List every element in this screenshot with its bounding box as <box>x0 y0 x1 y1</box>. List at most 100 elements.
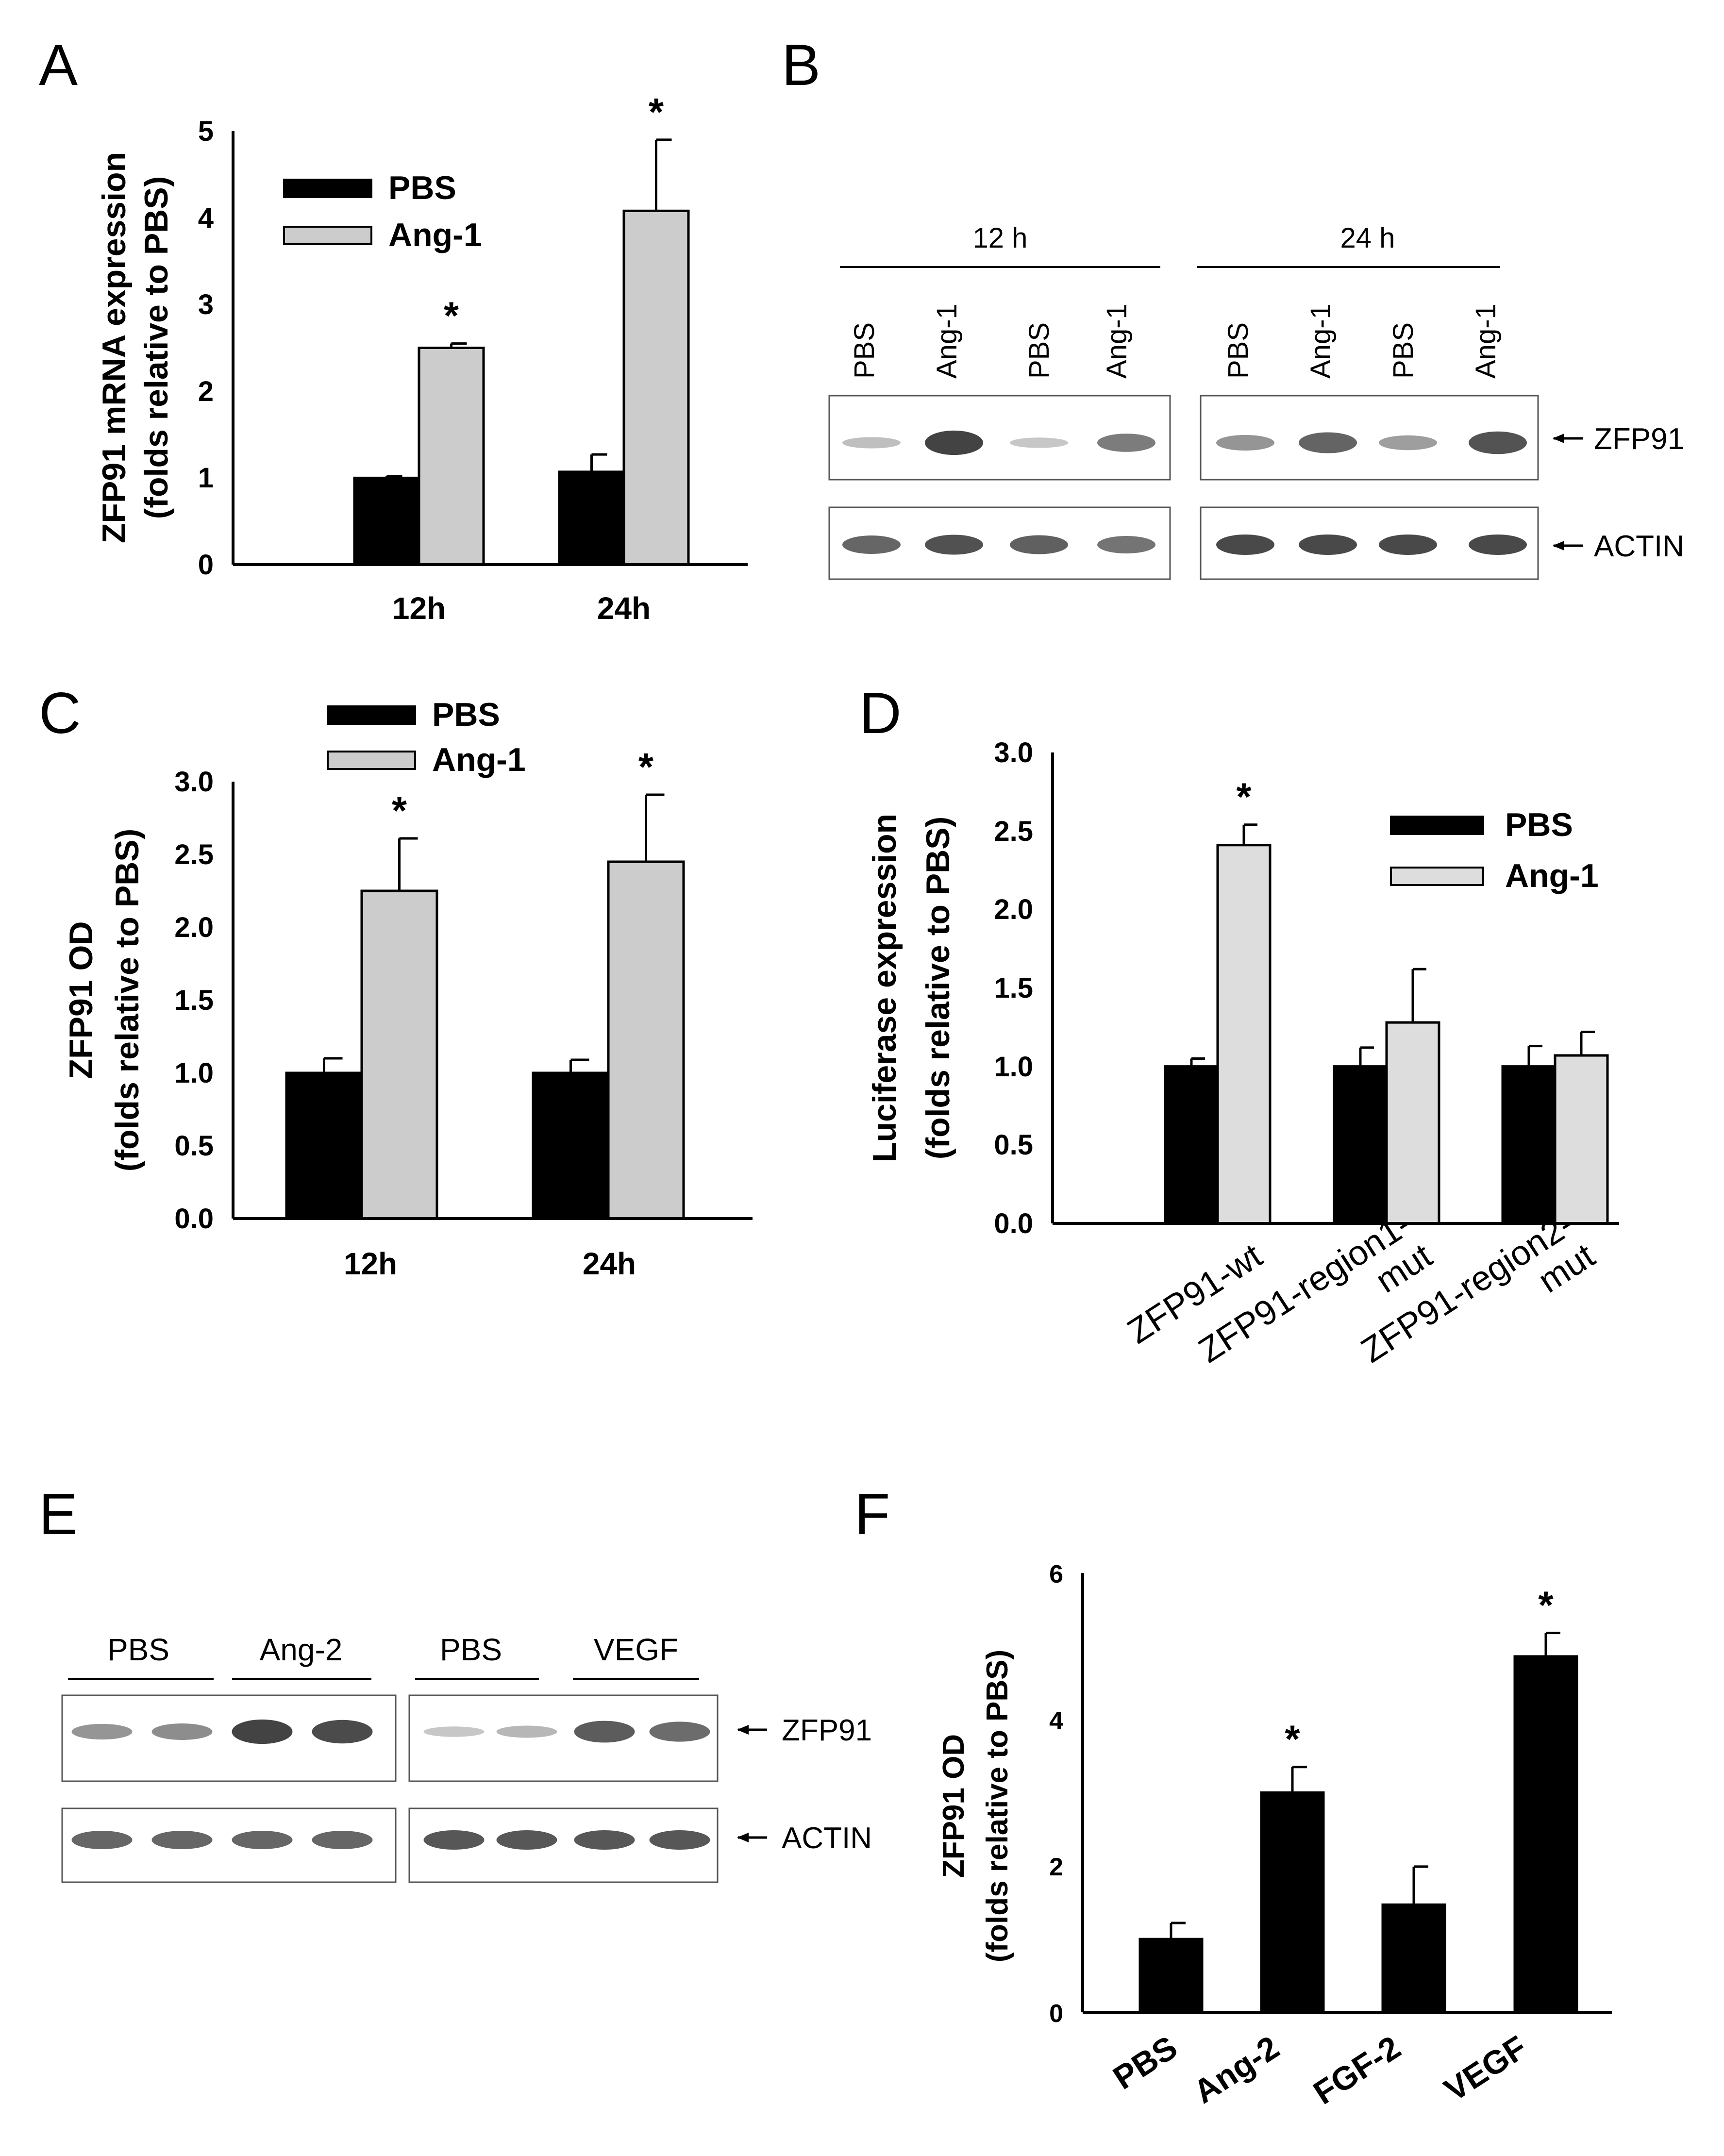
chart-c-bar-1-0 <box>360 889 438 1220</box>
chart-d-bar-0-2 <box>1501 1065 1557 1225</box>
blot-e: PBS Ang-2 PBS VEGF ZFP91 ACTIN <box>61 1632 872 1883</box>
blot-b-zfp91-band-6 <box>1299 432 1357 453</box>
chart-a-bar-0-1 <box>558 470 625 566</box>
chart-d-ylabel: Luciferase expression <box>866 814 903 1162</box>
chart-a-significance-1-0: * <box>444 294 459 337</box>
blot-b-zfp91-band-3 <box>1010 437 1068 448</box>
chart-a-significance-1-1: * <box>649 90 664 134</box>
blot-b-lane-3: PBS <box>1023 322 1055 379</box>
chart-c-significance-1-0: * <box>392 789 407 832</box>
legend-c-pbs-swatch <box>327 705 416 725</box>
chart-f-y-ticks: 0 2 4 6 <box>1049 1560 1063 2028</box>
legend-a-ang1-label: Ang-1 <box>388 217 482 253</box>
chart-c-ytick-3: 1.5 <box>174 985 214 1016</box>
blot-b: 12 h 24 h PBS Ang-1 PBS Ang-1 PBS Ang-1 … <box>828 222 1684 580</box>
chart-f: * * 0 2 4 6 PBS Ang-2 FGF-2 VEGF ZFP91 OD… <box>937 1560 1612 2112</box>
blot-e-actin-label: ACTIN <box>782 1822 872 1855</box>
chart-a-xtick-1: 24h <box>597 591 651 626</box>
legend-d-ang1-label: Ang-1 <box>1505 857 1599 894</box>
chart-f-ytick-2: 4 <box>1049 1707 1063 1735</box>
chart-a-ytick-5: 5 <box>198 116 214 147</box>
chart-d-ytick-1: 0.5 <box>994 1129 1033 1161</box>
chart-a-bar-1-0 <box>418 347 485 566</box>
blot-b-zfp91-label: ZFP91 <box>1594 422 1684 456</box>
chart-f-ytick-1: 2 <box>1049 1853 1063 1881</box>
blot-b-actin-band-7 <box>1379 535 1437 555</box>
blot-e-actin-band-3 <box>232 1831 293 1849</box>
legend-c-ang1-swatch <box>327 751 416 770</box>
chart-d: * 0.0 0.5 1.0 1.5 2.0 2.5 3.0 ZFP91-wt Z… <box>866 737 1619 1370</box>
chart-a-ytick-1: 1 <box>198 462 214 494</box>
blot-b-lane-5: PBS <box>1222 322 1254 379</box>
blot-e-group-1: PBS <box>107 1632 169 1667</box>
blot-e-zfp91-arrowhead <box>737 1725 749 1735</box>
blot-b-zfp91-band-8 <box>1469 431 1527 454</box>
blot-e-group-3: PBS <box>440 1632 502 1667</box>
legend-d-pbs-label: PBS <box>1505 806 1573 843</box>
blot-b-group-24h: 24 h <box>1340 222 1395 254</box>
blot-e-actin-band-8 <box>649 1830 710 1850</box>
chart-a-bar-1-1 <box>622 209 690 566</box>
legend-a-pbs-swatch <box>283 179 372 198</box>
blot-e-actin-band-5 <box>423 1830 485 1850</box>
panel-label-f: F <box>854 1482 890 1547</box>
chart-c-ytick-4: 2.0 <box>174 912 214 943</box>
chart-c-bar-0-1 <box>532 1071 610 1220</box>
chart-d-y-ticks: 0.0 0.5 1.0 1.5 2.0 2.5 3.0 <box>994 737 1033 1239</box>
chart-c-xtick-0: 12h <box>344 1246 397 1281</box>
chart-f-xtick-1: Ang-2 <box>1187 2029 1286 2111</box>
chart-c-ytick-2: 1.0 <box>174 1057 214 1089</box>
chart-f-significance-0-3: * <box>1538 1584 1554 1627</box>
blot-e-zfp91-label: ZFP91 <box>782 1714 872 1747</box>
chart-f-ytick-0: 0 <box>1049 2000 1063 2028</box>
blot-e-zfp91-band-3 <box>232 1719 293 1744</box>
chart-d-bar-0-0 <box>1164 1065 1219 1225</box>
blot-e-zfp91-band-7 <box>574 1721 635 1743</box>
chart-d-ytick-5: 2.5 <box>994 816 1033 847</box>
blot-e-zfp91-band-5 <box>423 1726 485 1737</box>
chart-c-ytick-5: 2.5 <box>174 839 214 870</box>
blot-b-lane-labels: PBS Ang-1 PBS Ang-1 PBS Ang-1 PBS Ang-1 <box>849 303 1502 379</box>
blot-e-zfp91-band-1 <box>71 1723 133 1740</box>
blot-b-actin-band-3 <box>1010 535 1068 554</box>
chart-c-xtick-1: 24h <box>583 1246 636 1281</box>
blot-e-group-2: Ang-2 <box>260 1632 343 1667</box>
chart-f-ylabel2: (folds relative to PBS) <box>981 1650 1014 1962</box>
blot-b-lane-4: Ang-1 <box>1101 303 1133 379</box>
chart-f-xtick-3: VEGF <box>1438 2029 1534 2109</box>
blot-e-zfp91-band-2 <box>151 1723 213 1740</box>
chart-f-bar-0-3 <box>1513 1655 1578 2014</box>
blot-e-actin-band-7 <box>574 1830 635 1850</box>
blot-b-actin-band-4 <box>1097 536 1155 553</box>
chart-c-ytick-6: 3.0 <box>174 766 214 798</box>
chart-f-significance-0-1: * <box>1285 1718 1300 1761</box>
blot-b-lane-2: Ang-1 <box>931 303 963 379</box>
chart-c-bar-0-0 <box>285 1071 363 1220</box>
panel-label-d: D <box>859 681 902 746</box>
chart-d-legend: PBS Ang-1 <box>1390 806 1599 894</box>
blot-b-actin-band-1 <box>842 535 901 554</box>
panel-label-a: A <box>39 33 78 98</box>
blot-b-lane-6: Ang-1 <box>1305 303 1337 379</box>
blot-e-actin-band-6 <box>496 1830 557 1850</box>
chart-a: * * 0 1 2 3 4 5 12h 24h ZFP91 mRNA expres… <box>96 90 748 626</box>
chart-c-ylabel2: (folds relative to PBS) <box>109 829 146 1172</box>
blot-b-lane-8: Ang-1 <box>1470 303 1502 379</box>
chart-a-ylabel: ZFP91 mRNA expression <box>96 152 133 543</box>
chart-a-ytick-0: 0 <box>198 549 214 581</box>
blot-b-zfp91-band-2 <box>925 430 983 455</box>
chart-a-y-ticks: 0 1 2 3 4 5 <box>198 116 214 581</box>
blot-b-zfp91-band-4 <box>1097 434 1155 452</box>
chart-c-bar-1-1 <box>607 860 685 1220</box>
chart-d-bar-1-1 <box>1385 1021 1440 1225</box>
chart-d-ytick-3: 1.5 <box>994 972 1033 1004</box>
panel-label-e: E <box>39 1482 78 1547</box>
chart-f-bar-0-1 <box>1260 1791 1325 2014</box>
chart-d-ytick-2: 1.0 <box>994 1051 1033 1083</box>
chart-c-ylabel: ZFP91 OD <box>63 921 100 1079</box>
chart-d-ytick-6: 3.0 <box>994 737 1033 769</box>
chart-a-ytick-3: 3 <box>198 289 214 320</box>
blot-e-actin-band-4 <box>312 1831 373 1849</box>
chart-d-ylabel2: (folds relative to PBS) <box>920 817 956 1160</box>
